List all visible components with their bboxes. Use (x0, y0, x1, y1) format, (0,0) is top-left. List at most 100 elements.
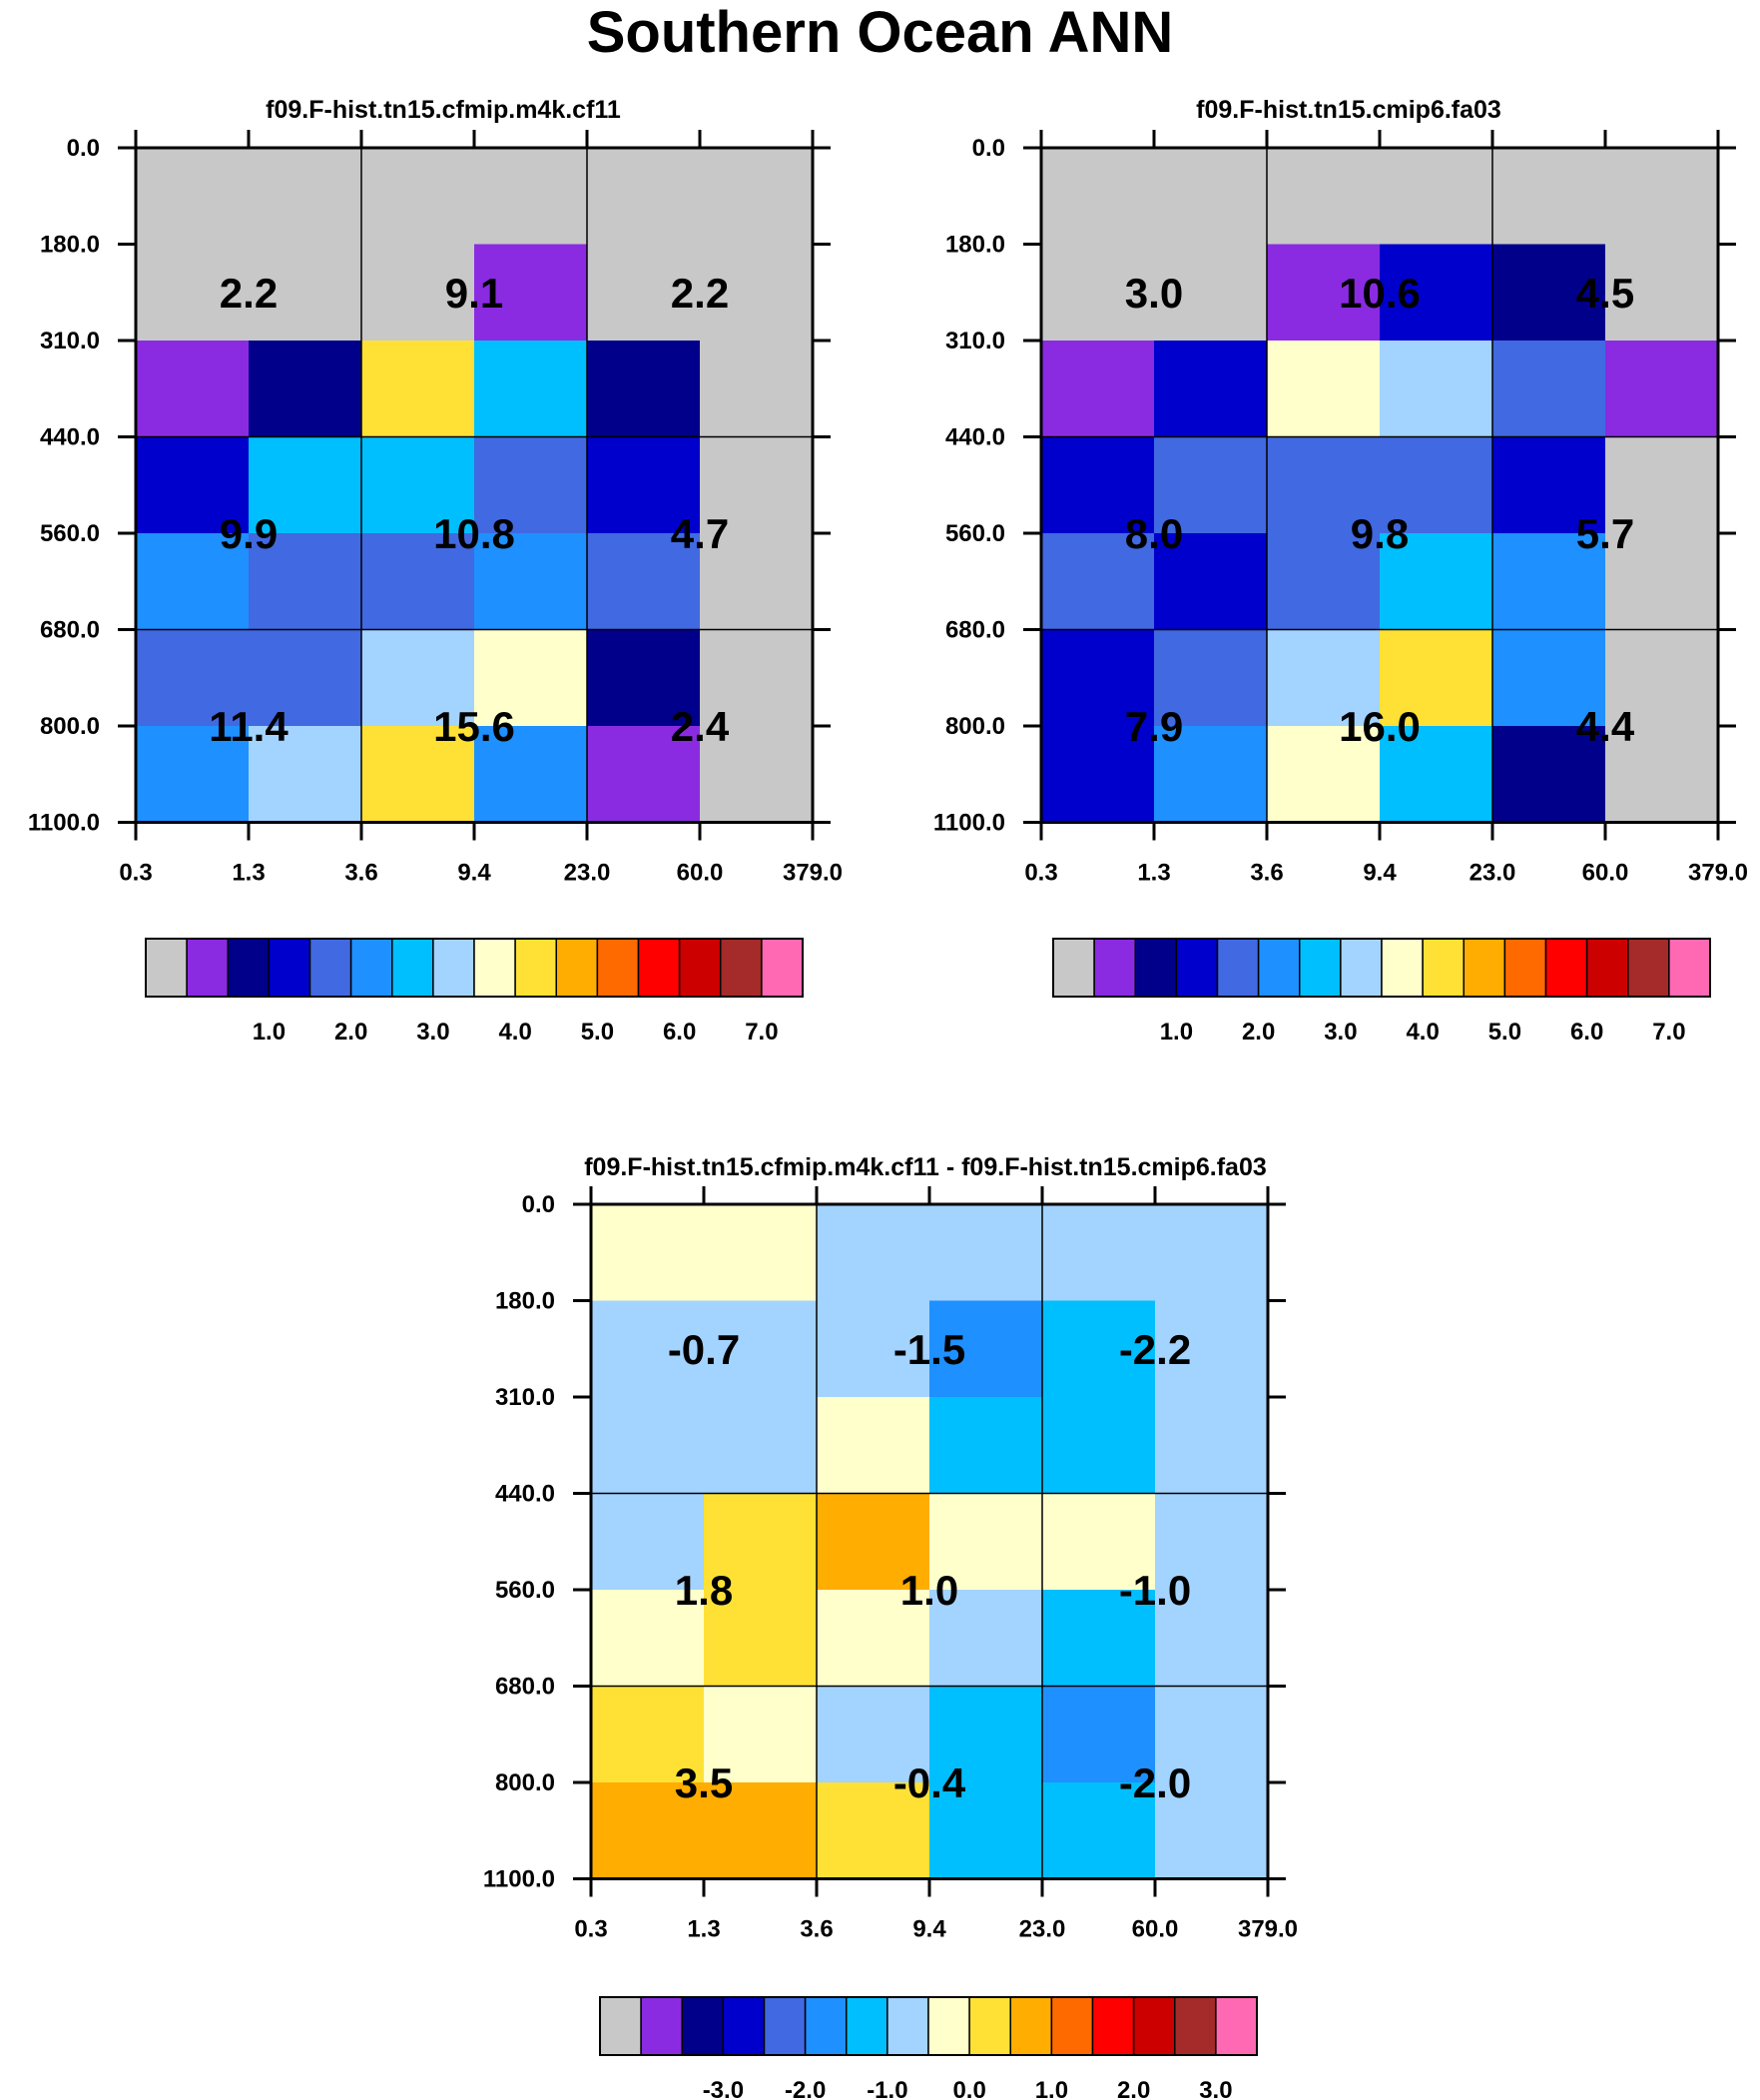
panel-2-box-value: 4.5 (1576, 270, 1634, 317)
panel-2-colorbar-label: 2.0 (1242, 1019, 1275, 1046)
panel-1-colorbar-label: 1.0 (253, 1019, 286, 1046)
panel-1-cell (249, 726, 362, 824)
panel-3-box-value: -0.7 (668, 1326, 740, 1373)
panel-3-cell (1155, 1397, 1269, 1495)
panel-2-cell (1041, 148, 1155, 246)
panel-1-cell (136, 629, 250, 727)
panel-1-x-tick-label: 1.3 (232, 860, 265, 887)
panel-1-cell (474, 726, 588, 824)
panel-1-box-value: 2.4 (671, 703, 730, 750)
panel-2-cell (1267, 148, 1381, 246)
panel-3-cell (929, 1204, 1043, 1302)
panel-3-x-tick-label: 1.3 (687, 1916, 720, 1943)
panel-3-cell (1042, 1782, 1156, 1880)
panel-3-cell (591, 1493, 705, 1591)
panel-1-cell (700, 726, 814, 824)
panel-2-y-tick-label: 0.0 (972, 135, 1005, 162)
panel-2-colorbar-box (1134, 938, 1178, 998)
panel-3-cell (591, 1590, 705, 1688)
panel-3-cell (704, 1397, 818, 1495)
panel-2-colorbar-box (1299, 938, 1342, 998)
panel-2-cell (1492, 533, 1606, 631)
panel-1-y-tick-label: 0.0 (67, 135, 100, 162)
panel-1-colorbar-label: 3.0 (416, 1019, 449, 1046)
panel-3-cell (1155, 1590, 1269, 1688)
panel-2-title: f09.F-hist.tn15.cmip6.fa03 (1196, 96, 1501, 124)
panel-1-cell (587, 244, 701, 342)
panel-2-box-value: 16.0 (1339, 703, 1421, 750)
panel-3-colorbar-label: 0.0 (952, 2077, 985, 2100)
panel-2-cell (1605, 341, 1719, 438)
panel-3-x-tick-label: 9.4 (912, 1916, 946, 1943)
panel-1-box-value: 2.2 (220, 270, 278, 317)
panel-1-cell (136, 341, 250, 438)
panel-2-cell (1380, 629, 1493, 727)
panel-1-y-tick-label: 440.0 (40, 424, 100, 451)
panel-2-cell (1041, 629, 1155, 727)
panel-3-colorbar-box (722, 1996, 766, 2056)
panel-1-colorbar-box (555, 938, 599, 998)
panel-3-cell (1042, 1204, 1156, 1302)
panel-1-cell (700, 244, 814, 342)
panel-3-colorbar-box (804, 1996, 848, 2056)
panel-1-cell (587, 148, 701, 246)
panel-2-box-value: 9.8 (1351, 510, 1409, 557)
panel-3-box-value: -2.2 (1119, 1326, 1191, 1373)
panel-3-cell (1155, 1300, 1269, 1398)
panel-3-y-tick-label: 180.0 (495, 1288, 555, 1315)
panel-2-colorbar-box (1175, 938, 1219, 998)
panel-2-colorbar-label: 4.0 (1406, 1019, 1439, 1046)
panel-3-colorbar-box (1091, 1996, 1135, 2056)
panel-3-colorbar-box (886, 1996, 929, 2056)
panel-3-colorbar-frame (599, 1996, 1258, 2056)
panel-3-cell (591, 1782, 705, 1880)
panel-3-box-value: 1.8 (675, 1567, 733, 1614)
panel-1-colorbar-box (761, 938, 804, 998)
panel-2-cell (1154, 533, 1268, 631)
panel-1-x-tick-label: 23.0 (564, 860, 611, 887)
panel-3-cell (1155, 1686, 1269, 1783)
panel-3-cell (704, 1782, 818, 1880)
panel-1-cell (474, 148, 588, 246)
panel-2-colorbar-label: 5.0 (1488, 1019, 1521, 1046)
panel-2-cell (1380, 533, 1493, 631)
panel-1-y-tick-label: 180.0 (40, 232, 100, 259)
panel-3-cell (1042, 1590, 1156, 1688)
panel-2-colorbar-box (1216, 938, 1260, 998)
figure-title: Southern Ocean ANN (586, 0, 1174, 65)
panel-3-colorbar-box (763, 1996, 807, 2056)
panel-1-cell (700, 533, 814, 631)
panel-1-x-tick-label: 0.3 (119, 860, 152, 887)
panel-2-x-tick-label: 3.6 (1250, 860, 1283, 887)
panel-2-y-tick-label: 800.0 (945, 713, 1005, 740)
panel-3-x-tick-label: 3.6 (800, 1916, 833, 1943)
panel-3-cell (929, 1782, 1043, 1880)
panel-3-colorbar-label: -2.0 (785, 2077, 826, 2100)
panel-3-colorbar-label: -3.0 (703, 2077, 744, 2100)
panel-2-colorbar-box (1503, 938, 1547, 998)
panel-2-cell (1380, 341, 1493, 438)
panel-1-colorbar-label: 6.0 (663, 1019, 696, 1046)
panel-3-box-value: 3.5 (675, 1759, 733, 1806)
panel-1-cell (249, 436, 362, 534)
panel-1-x-tick-label: 379.0 (783, 860, 843, 887)
panel-2-x-tick-label: 0.3 (1024, 860, 1057, 887)
panel-1-cell (361, 341, 475, 438)
panel-1-y-tick-label: 1100.0 (28, 810, 100, 837)
panel-1-colorbar-box (145, 938, 188, 998)
panel-2-x-tick-label: 379.0 (1688, 860, 1748, 887)
panel-3-cell (591, 1397, 705, 1495)
panel-2-x-tick-label: 23.0 (1469, 860, 1516, 887)
panel-3-colorbar-label: 3.0 (1199, 2077, 1232, 2100)
panel-1-colorbar-label: 4.0 (498, 1019, 531, 1046)
panel-3-cell (1042, 1493, 1156, 1591)
panel-2-box-value: 8.0 (1125, 510, 1183, 557)
panel-3-title: f09.F-hist.tn15.cfmip.m4k.cf11 - f09.F-h… (584, 1153, 1267, 1181)
panel-1-cell (361, 148, 475, 246)
panel-2-cell (1041, 244, 1155, 342)
panel-1-box-value: 9.9 (220, 510, 278, 557)
panel-1-box-value: 15.6 (433, 703, 515, 750)
panel-1-box-value: 10.8 (433, 510, 515, 557)
panel-3-cell (1042, 1686, 1156, 1783)
panel-3-cell (929, 1590, 1043, 1688)
